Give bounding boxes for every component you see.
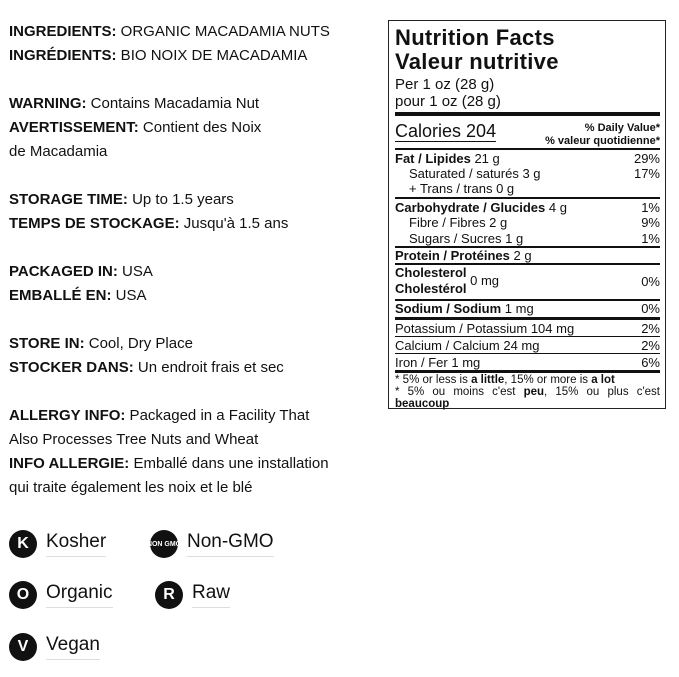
calories: Calories 204	[395, 121, 497, 142]
iron-row: Iron / Fer 1 mg 6%	[395, 355, 660, 370]
product-info: INGREDIENTS: ORGANIC MACADAMIA NUTS INGR…	[9, 20, 379, 500]
daily-value-header: % Daily Value*% valeur quotidienne*	[545, 122, 660, 147]
fibre-row: Fibre / Fibres 2 g 9%	[409, 215, 660, 230]
organic-icon: O	[9, 581, 37, 609]
warning-fr: AVERTISSEMENT: Contient des Noix	[9, 119, 262, 136]
nutrition-title: Nutrition Facts	[395, 25, 555, 50]
badge-raw: R Raw	[155, 581, 231, 609]
raw-icon: R	[155, 581, 183, 609]
allergy-fr: INFO ALLERGIE: Emballé dans une installa…	[9, 455, 329, 472]
badge-organic: O Organic	[9, 581, 113, 609]
packaged-fr: EMBALLÉ EN: USA	[9, 287, 147, 304]
fat-row: Fat / Lipides 21 g 29%	[395, 151, 660, 166]
store-in-fr: STOCKER DANS: Un endroit frais et sec	[9, 359, 284, 376]
nutrition-title-fr: Valeur nutritive	[395, 49, 559, 74]
warning: WARNING: Contains Macadamia Nut	[9, 95, 260, 112]
serving: Per 1 oz (28 g)	[395, 76, 495, 93]
allergy-cont: Also Processes Tree Nuts and Wheat	[9, 431, 259, 448]
badge-non-gmo: NON GMO Non-GMO	[147, 530, 274, 558]
saturated-row: Saturated / saturés 3 g 17%	[409, 166, 660, 181]
non-gmo-icon: NON GMO	[147, 530, 181, 558]
kosher-icon: K	[9, 530, 37, 558]
cholesterol-row: Cholesterol Cholestérol 0 mg 0%	[395, 265, 660, 296]
store-in: STORE IN: Cool, Dry Place	[9, 335, 193, 352]
ingredients-fr: INGRÉDIENTS: BIO NOIX DE MACADAMIA	[9, 47, 308, 64]
sodium-row: Sodium / Sodium 1 mg 0%	[395, 301, 660, 316]
badge-vegan: V Vegan	[9, 633, 100, 661]
allergy: ALLERGY INFO: Packaged in a Facility Tha…	[9, 407, 310, 424]
vegan-icon: V	[9, 633, 37, 661]
allergy-fr-cont: qui traite également les noix et le blé	[9, 479, 253, 496]
storage: STORAGE TIME: Up to 1.5 years	[9, 191, 234, 208]
warning-fr-cont: de Macadamia	[9, 143, 108, 160]
protein-row: Protein / Protéines 2 g	[395, 248, 532, 263]
nutrition-facts-label: Nutrition Facts Valeur nutritive Per 1 o…	[388, 20, 666, 410]
trans-row: + Trans / trans 0 g	[409, 181, 515, 196]
carb-row: Carbohydrate / Glucides 4 g 1%	[395, 200, 660, 215]
potassium-row: Potassium / Potassium 104 mg 2%	[395, 321, 660, 336]
calcium-row: Calcium / Calcium 24 mg 2%	[395, 338, 660, 353]
storage-fr: TEMPS DE STOCKAGE: Jusqu'à 1.5 ans	[9, 215, 289, 232]
footnote: * 5% or less is a little, 15% or more is…	[395, 374, 660, 410]
badge-kosher: K Kosher	[9, 530, 107, 558]
serving-fr: pour 1 oz (28 g)	[395, 93, 501, 110]
sugars-row: Sugars / Sucres 1 g 1%	[409, 231, 660, 246]
packaged: PACKAGED IN: USA	[9, 263, 153, 280]
ingredients: INGREDIENTS: ORGANIC MACADAMIA NUTS	[9, 23, 330, 40]
